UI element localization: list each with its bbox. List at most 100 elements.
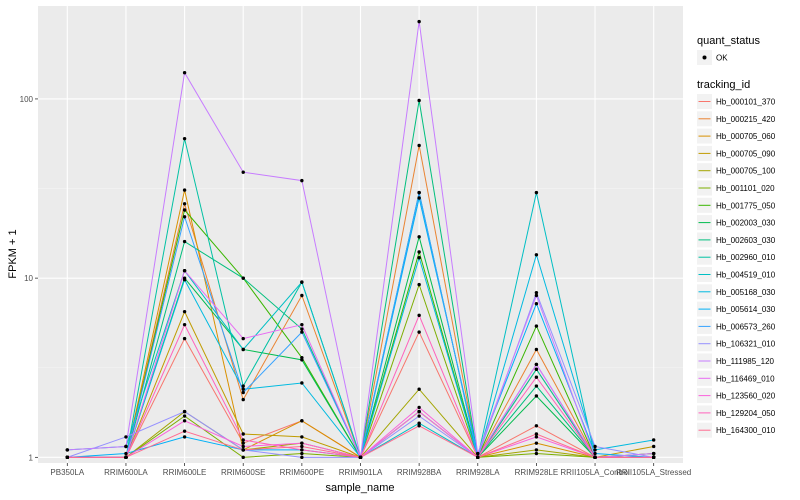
data-point — [241, 170, 245, 174]
data-point — [417, 387, 421, 391]
legend-label: Hb_000705_060 — [716, 132, 776, 141]
data-point — [534, 432, 539, 436]
data-point — [534, 375, 539, 379]
data-point — [534, 448, 539, 452]
data-point — [593, 444, 597, 449]
x-tick-label: RRII105LA_Stressed — [616, 468, 691, 477]
data-point — [241, 444, 245, 449]
y-tick-label: 1 — [29, 453, 34, 462]
y-tick-label: 100 — [20, 95, 34, 104]
legend-label: Hb_006573_260 — [716, 322, 776, 331]
data-point — [651, 444, 656, 449]
data-point — [241, 397, 245, 402]
data-point — [534, 441, 539, 445]
data-point — [241, 387, 245, 391]
legend-label: Hb_000705_090 — [716, 149, 776, 158]
legend-label: Hb_001775_050 — [716, 201, 776, 210]
x-tick-label: RRIM600LE — [163, 468, 207, 477]
data-point — [417, 19, 421, 24]
x-tick-label: RRIM600LA — [104, 468, 148, 477]
data-point — [241, 276, 245, 280]
data-point — [593, 451, 597, 456]
data-point — [241, 441, 245, 445]
data-point — [417, 414, 421, 418]
data-point — [300, 448, 304, 452]
data-point — [651, 438, 656, 442]
data-point — [124, 435, 128, 439]
legend-label: Hb_123560_020 — [716, 392, 776, 401]
data-point — [534, 367, 539, 371]
data-point — [534, 190, 539, 195]
data-point — [182, 202, 187, 206]
data-point — [417, 313, 421, 318]
data-point — [182, 188, 187, 192]
data-point — [534, 451, 539, 456]
legend-label: Hb_004519_010 — [716, 271, 776, 280]
legend-label: Hb_005614_030 — [716, 305, 776, 314]
data-points — [65, 19, 656, 460]
data-point — [65, 455, 70, 460]
data-point — [417, 190, 421, 195]
data-point — [534, 324, 539, 328]
data-point — [534, 384, 539, 388]
data-point — [182, 278, 187, 282]
x-tick-label: RRIM928LA — [456, 468, 500, 477]
data-point — [241, 336, 245, 341]
legend-label: Hb_129204_050 — [716, 409, 776, 418]
data-point — [417, 235, 421, 239]
data-point — [417, 421, 421, 425]
y-axis-title: FPKM + 1 — [7, 229, 19, 278]
legend-tracking-id: tracking_id Hb_000101_370 Hb_000215_420 Hb… — [697, 79, 776, 438]
x-axis-ticks: PB350LA RRIM600LA RRIM600LE RRIM600SE RRIM60… — [50, 463, 691, 477]
x-tick-label: RRIM928LE — [515, 468, 559, 477]
legend-label-ok: OK — [716, 54, 728, 63]
data-point — [182, 239, 187, 244]
data-point — [124, 444, 128, 449]
data-point — [182, 269, 187, 273]
x-tick-label: RRIM928BA — [397, 468, 442, 477]
data-point — [182, 435, 187, 439]
data-point — [182, 322, 187, 327]
data-point — [593, 448, 597, 452]
data-point — [182, 419, 187, 423]
data-point — [241, 347, 245, 352]
data-point — [124, 451, 128, 456]
data-point — [534, 394, 539, 398]
data-point — [417, 196, 421, 200]
legend-label: Hb_164300_010 — [716, 426, 776, 435]
x-tick-label: PB350LA — [50, 468, 84, 477]
y-axis-ticks: 1 10 100 — [20, 95, 38, 462]
data-point — [300, 381, 304, 385]
data-point — [241, 432, 245, 436]
data-point — [651, 455, 656, 460]
x-axis-title: sample_name — [325, 482, 394, 494]
data-point — [241, 448, 245, 452]
data-point — [534, 435, 539, 439]
data-point — [300, 327, 304, 331]
legend-label: Hb_002003_030 — [716, 219, 776, 228]
legend-label: Hb_000101_370 — [716, 98, 776, 107]
data-point — [534, 253, 539, 257]
data-point — [182, 71, 187, 75]
data-point — [65, 448, 70, 452]
data-point — [182, 136, 187, 141]
legend-label: Hb_000215_420 — [716, 115, 776, 124]
legend-label: Hb_001101_020 — [716, 184, 775, 193]
data-point — [182, 215, 187, 219]
legend-label: Hb_000705_100 — [716, 167, 776, 176]
data-point — [417, 256, 421, 260]
data-point — [300, 444, 304, 449]
data-point — [417, 98, 421, 103]
data-point — [358, 455, 363, 460]
data-point — [417, 405, 421, 410]
data-point — [651, 451, 656, 456]
data-point — [241, 390, 245, 395]
legend-label: Hb_005168_030 — [716, 288, 776, 297]
data-point — [182, 336, 187, 341]
x-tick-label: RRIM901LA — [339, 468, 383, 477]
data-point — [534, 362, 539, 367]
legend-label: Hb_111985_120 — [716, 357, 775, 366]
data-point — [182, 208, 187, 212]
data-point — [417, 143, 421, 148]
